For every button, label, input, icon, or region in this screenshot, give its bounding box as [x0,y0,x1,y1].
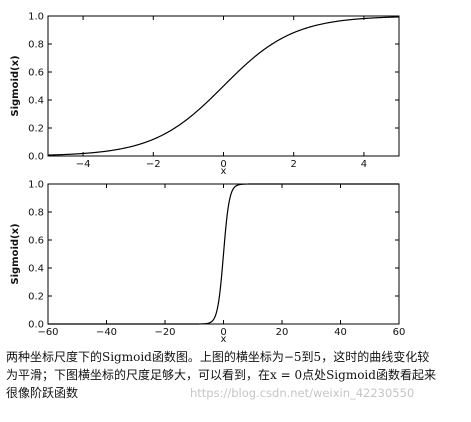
chart-2-sigmoid-line [48,183,399,325]
chart-2-ytick-label: 0.2 [28,292,44,303]
chart-1-ytick-label: 0.4 [28,96,44,107]
chart-1-ytick-label: 1.0 [28,12,44,23]
chart-1-ylabel: Sigmoid(x) [10,55,21,116]
chart-2-xtick-label: −20 [154,327,175,338]
chart-2-xtick-label: 40 [334,327,347,338]
figure-canvas: −4 −2 0 2 40.00.20.40.60.81.0xSigmoid(x)−60−… [10,12,406,346]
chart-1-ytick-label: 0.6 [28,68,44,79]
chart-2-xtick-label: 60 [393,327,406,338]
figure-caption: 两种坐标尺度下的Sigmoid函数图。上图的横坐标为−5到5，这时的曲线变化较 … [6,348,466,402]
chart-1-ytick-label: 0.0 [28,152,44,163]
chart-2-ytick-label: 0.8 [28,208,44,219]
chart-1-xtick-label: 0 [220,159,226,170]
caption-line-2: 为平滑；下图横坐标的尺度足够大，可以看到，在x = 0点处Sigmoid函数看起… [6,368,436,382]
chart-1-ytick-label: 0.2 [28,124,44,135]
chart-2-ylabel: Sigmoid(x) [10,223,21,284]
chart-2-xtick-label: 20 [276,327,289,338]
chart-2-xtick-label: −60 [37,327,58,338]
chart-2-ytick-label: 1.0 [28,180,44,191]
caption-line-3: 很像阶跃函数 [6,386,79,400]
chart-2-ytick-label: 0.0 [28,320,44,331]
watermark-url: https://blog.csdn.net/weixin_42230550 [190,386,415,400]
caption-line-1: 两种坐标尺度下的Sigmoid函数图。上图的横坐标为−5到5，这时的曲线变化较 [6,350,430,364]
chart-1-ytick-label: 0.8 [28,40,44,51]
chart-2-xlabel: x [221,334,227,345]
chart-1-xlabel: x [221,166,227,177]
sigmoid-figure: −4 −2 0 2 4 0.0 0.2 0.4 0.6 0.8 1.0 x Sigmoid(x) −60−… [10,12,406,346]
chart-2-xtick-label: 0 [220,327,226,338]
chart-1-xtick-label: 2 [291,159,297,170]
chart-1-xtick-label: −2 [146,159,161,170]
chart-2-ytick-label: 0.4 [28,264,44,275]
chart-1-sigmoid-line [47,16,400,156]
chart-2-ytick-label: 0.6 [28,236,44,247]
chart-1-xtick-label: 4 [361,159,367,170]
chart-2-xtick-label: −40 [96,327,117,338]
chart-1-xtick-label: −4 [76,159,91,170]
